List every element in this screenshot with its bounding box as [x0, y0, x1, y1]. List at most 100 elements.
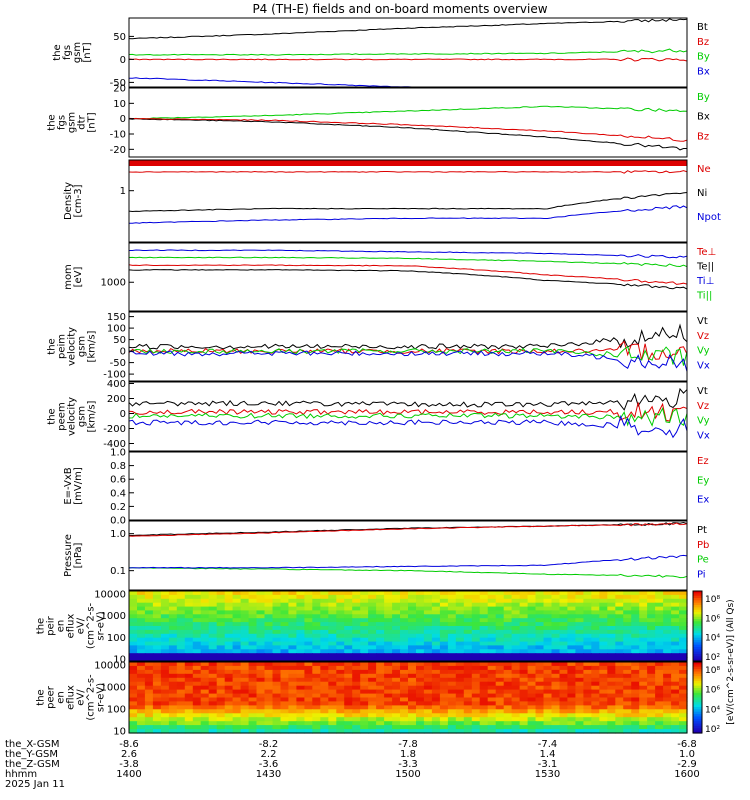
- heatmap-cell: [551, 633, 561, 639]
- heatmap-cell: [631, 713, 640, 718]
- heatmap-cell: [455, 717, 465, 722]
- heatmap-cell: [264, 614, 274, 619]
- heatmap-cell: [615, 645, 624, 650]
- heatmap-cell: [559, 685, 569, 691]
- heatmap-cell: [511, 622, 521, 627]
- heatmap-cell: [471, 693, 481, 699]
- heatmap-cell: [280, 701, 290, 706]
- heatmap-cell: [152, 693, 162, 699]
- heatmap-cell: [599, 697, 608, 702]
- heatmap-cell: [152, 618, 162, 623]
- heatmap-cell: [519, 681, 529, 687]
- heatmap-cell: [663, 645, 672, 650]
- heatmap-cell: [192, 689, 202, 695]
- heatmap-cell: [360, 665, 369, 671]
- heatmap-cell: [272, 673, 282, 679]
- heatmap-cell: [583, 610, 592, 615]
- heatmap-cell: [615, 606, 624, 612]
- heatmap-cell: [647, 598, 656, 604]
- colorbar-swatch: [693, 635, 702, 639]
- heatmap-cell: [567, 618, 576, 623]
- heatmap-cell: [192, 662, 202, 667]
- heatmap-cell: [519, 677, 529, 683]
- heatmap-cell: [647, 614, 656, 619]
- heatmap-cell: [392, 594, 401, 600]
- heatmap-cell: [663, 626, 672, 631]
- heatmap-cell: [360, 689, 369, 695]
- heatmap-cell: [240, 637, 250, 643]
- heatmap-cell: [352, 653, 361, 658]
- heatmap-cell: [208, 614, 218, 619]
- ytick-label-fgs_gsm-1: 0: [120, 55, 126, 66]
- y-axis-label-e_field: E=-VxB[mV/m]: [63, 467, 84, 505]
- heatmap-cell: [416, 701, 425, 706]
- heatmap-cell: [264, 665, 274, 671]
- heatmap-cell: [296, 637, 305, 643]
- heatmap-cell: [543, 629, 553, 635]
- heatmap-cell: [671, 685, 680, 691]
- heatmap-cell: [471, 626, 481, 631]
- heatmap-cell: [160, 653, 170, 658]
- heatmap-cell: [639, 591, 648, 596]
- heatmap-cell: [296, 622, 305, 627]
- heatmap-cell: [376, 622, 385, 627]
- heatmap-cell: [655, 729, 664, 734]
- heatmap-cell: [543, 725, 553, 730]
- heatmap-cell: [129, 717, 138, 722]
- heatmap-cell: [423, 610, 433, 615]
- heatmap-cell: [543, 701, 553, 706]
- heatmap-cell: [232, 641, 242, 647]
- heatmap-cell: [671, 729, 680, 734]
- heatmap-cell: [599, 677, 608, 683]
- heatmap-cell: [647, 606, 656, 612]
- heatmap-cell: [328, 622, 337, 627]
- heatmap-cell: [328, 594, 337, 600]
- heatmap-cell: [591, 626, 600, 631]
- heatmap-cell: [144, 729, 154, 734]
- panel-frame: [128, 159, 688, 243]
- heatmap-cell: [129, 637, 138, 643]
- heatmap-cell: [256, 591, 266, 596]
- heatmap-cell: [591, 713, 600, 718]
- heatmap-cell: [384, 669, 393, 675]
- heatmap-cell: [304, 637, 313, 643]
- heatmap-cell: [376, 721, 385, 726]
- heatmap-cell: [176, 669, 186, 675]
- heatmap-cell: [160, 649, 170, 654]
- heatmap-cell: [631, 606, 640, 612]
- heatmap-cell: [232, 697, 242, 702]
- heatmap-cell: [447, 713, 457, 718]
- heatmap-cell: [384, 622, 393, 627]
- heatmap-cell: [296, 633, 305, 639]
- heatmap-cell: [376, 701, 385, 706]
- heatmap-cell: [455, 598, 465, 604]
- heatmap-cell: [216, 653, 226, 658]
- heatmap-cell: [479, 602, 489, 608]
- heatmap-cell: [304, 725, 313, 730]
- heatmap-cell: [431, 657, 441, 662]
- heatmap-cell: [368, 653, 377, 658]
- heatmap-cell: [144, 677, 154, 683]
- heatmap-cell: [384, 591, 393, 596]
- heatmap-cell: [567, 594, 576, 600]
- heatmap-cell: [192, 653, 202, 658]
- panel-peim_velocity: VtVzVyVx150100500-50-100thepeimvelocityg…: [47, 311, 710, 382]
- heatmap-cell: [160, 618, 170, 623]
- heatmap-cell: [232, 673, 242, 679]
- heatmap-cell: [216, 626, 226, 631]
- heatmap-cell: [439, 713, 449, 718]
- heatmap-cell: [471, 602, 481, 608]
- heatmap-cell: [423, 653, 433, 658]
- heatmap-cell: [599, 594, 608, 600]
- heatmap-cell: [392, 689, 401, 695]
- heatmap-cell: [208, 697, 218, 702]
- heatmap-cell: [344, 665, 353, 671]
- heatmap-cell: [535, 614, 545, 619]
- heatmap-cell: [583, 729, 592, 734]
- x-tick-label-1-3: 1.4: [540, 749, 556, 760]
- heatmap-cell: [240, 725, 250, 730]
- legend-label-peim_velocity-0: Vt: [697, 316, 708, 327]
- heatmap-cell: [607, 598, 616, 604]
- heatmap-cell: [663, 677, 672, 683]
- heatmap-cell: [360, 641, 369, 647]
